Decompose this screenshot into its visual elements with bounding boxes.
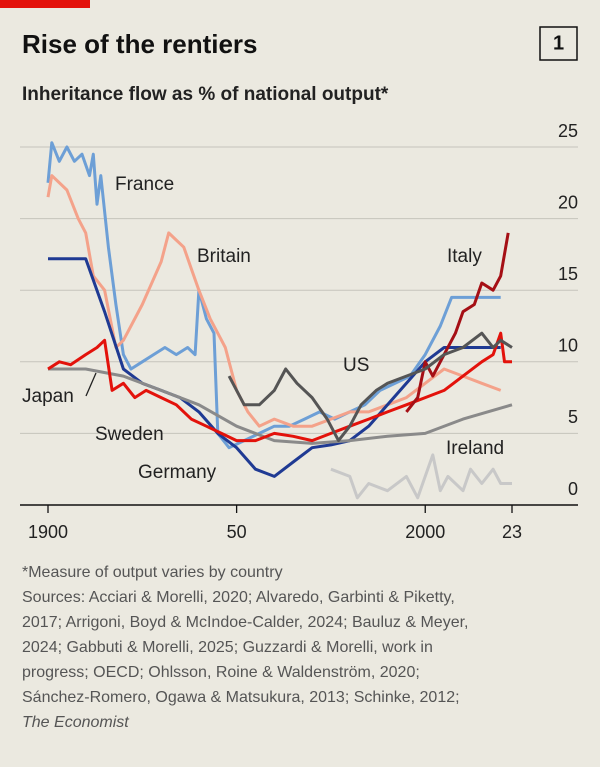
x-tick-label: 50 [227,522,247,542]
chart-subtitle: Inheritance flow as % of national output… [22,84,389,105]
y-tick-label: 0 [568,479,578,499]
sources: Sources: Acciari & Morelli, 2020; Alvare… [22,585,482,735]
chart: Rise of the rentiers 1 Inheritance flow … [0,0,578,542]
y-tick-label: 20 [558,192,578,212]
brand-bar [0,0,90,8]
series-label: Britain [197,246,251,267]
series-line [47,331,512,443]
footnote: *Measure of output varies by country [22,564,283,581]
series-label: Germany [138,462,217,483]
source-publication: The Economist [22,714,129,731]
series-label: Sweden [95,424,164,445]
series-line [48,367,513,445]
notes: *Measure of output varies by country Sou… [22,560,482,735]
source-text: Sources: Acciari & Morelli, 2020; Alvare… [22,589,469,706]
y-tick-label: 15 [558,264,578,284]
series-line [405,232,510,413]
chart-title: Rise of the rentiers [22,29,258,59]
y-tick-label: 25 [558,121,578,141]
chart-number-box [539,26,578,61]
x-tick-label: 1900 [28,522,68,542]
y-tick-label: 5 [568,407,578,427]
chart-number: 1 [553,32,564,54]
japan-leader [85,372,97,397]
series-label: Ireland [446,438,504,459]
series-label: Japan [22,386,74,407]
series-line [330,453,512,500]
series-line [46,141,501,450]
series-label: France [115,174,174,195]
series-line [227,331,513,443]
y-tick-label: 10 [558,336,578,356]
series-label: US [343,355,369,376]
x-tick-label: 23 [502,522,522,542]
series-line [46,174,502,428]
series-label: Italy [447,246,482,267]
x-tick-label: 2000 [405,522,445,542]
